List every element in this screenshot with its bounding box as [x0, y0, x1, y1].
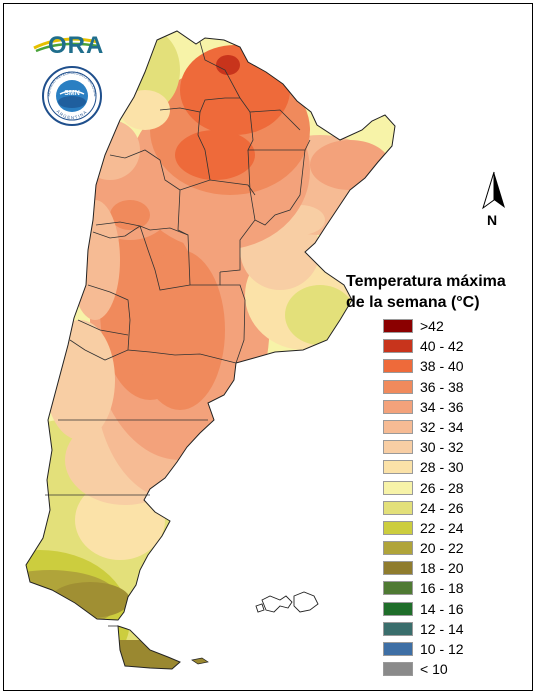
legend-swatch	[383, 621, 413, 636]
legend-label: 14 - 16	[420, 600, 464, 617]
legend-title-line1: Temperatura máxima	[346, 273, 506, 290]
ora-logo-text: ORA	[48, 32, 105, 59]
legend-swatch	[383, 561, 413, 576]
legend-label: 12 - 14	[420, 620, 464, 637]
legend-label: 24 - 26	[420, 499, 464, 516]
legend-swatch	[383, 359, 413, 374]
legend-label: 32 - 34	[420, 418, 464, 435]
legend-swatch	[383, 419, 413, 434]
legend-label: 34 - 36	[420, 398, 464, 415]
legend-title: Temperatura máxima de la semana (°C)	[346, 271, 526, 313]
province-boundaries	[45, 41, 311, 627]
legend-label: < 10	[420, 661, 448, 678]
legend-swatch	[383, 339, 413, 354]
smn-emblem-graphic: SERVICIO METEOROLÓGICO NACIONAL ARGENTIN…	[42, 66, 102, 126]
tierra-del-fuego-outline	[117, 625, 181, 670]
legend-swatch	[383, 541, 413, 556]
isla-de-los-estados	[191, 657, 209, 665]
country-outline	[25, 30, 396, 621]
legend-swatch	[383, 480, 413, 495]
legend-label: 38 - 40	[420, 358, 464, 375]
legend-swatch	[383, 662, 413, 677]
legend-swatch	[383, 399, 413, 414]
legend-label: 16 - 18	[420, 580, 464, 597]
legend-label: 28 - 30	[420, 459, 464, 476]
legend-title-line2: de la semana (°C)	[346, 294, 480, 311]
legend-swatch	[383, 520, 413, 535]
legend-label: 26 - 28	[420, 479, 464, 496]
ora-logo: ORA	[32, 24, 110, 60]
legend-swatch	[383, 500, 413, 515]
legend-label: 36 - 38	[420, 378, 464, 395]
legend-label: 30 - 32	[420, 439, 464, 456]
legend-label: 22 - 24	[420, 519, 464, 536]
north-arrow: N	[481, 170, 507, 230]
smn-logo: SERVICIO METEOROLÓGICO NACIONAL ARGENTIN…	[42, 66, 102, 126]
legend-label: >42	[420, 318, 444, 334]
malvinas-islands	[255, 591, 319, 613]
legend-swatch	[383, 379, 413, 394]
legend-swatch	[383, 440, 413, 455]
ora-logo-graphic	[33, 37, 99, 53]
legend-swatch	[383, 319, 413, 333]
legend-swatch	[383, 642, 413, 656]
legend-swatch	[383, 581, 413, 596]
legend-label: 18 - 20	[420, 560, 464, 577]
legend-swatch	[383, 460, 413, 475]
north-label: N	[487, 212, 498, 228]
legend-swatch	[383, 601, 413, 616]
smn-center-text: SMN	[64, 90, 80, 97]
legend-label: 10 - 12	[420, 641, 464, 657]
legend-label: 20 - 22	[420, 540, 464, 557]
north-arrow-icon	[482, 171, 505, 210]
legend-label: 40 - 42	[420, 338, 464, 355]
